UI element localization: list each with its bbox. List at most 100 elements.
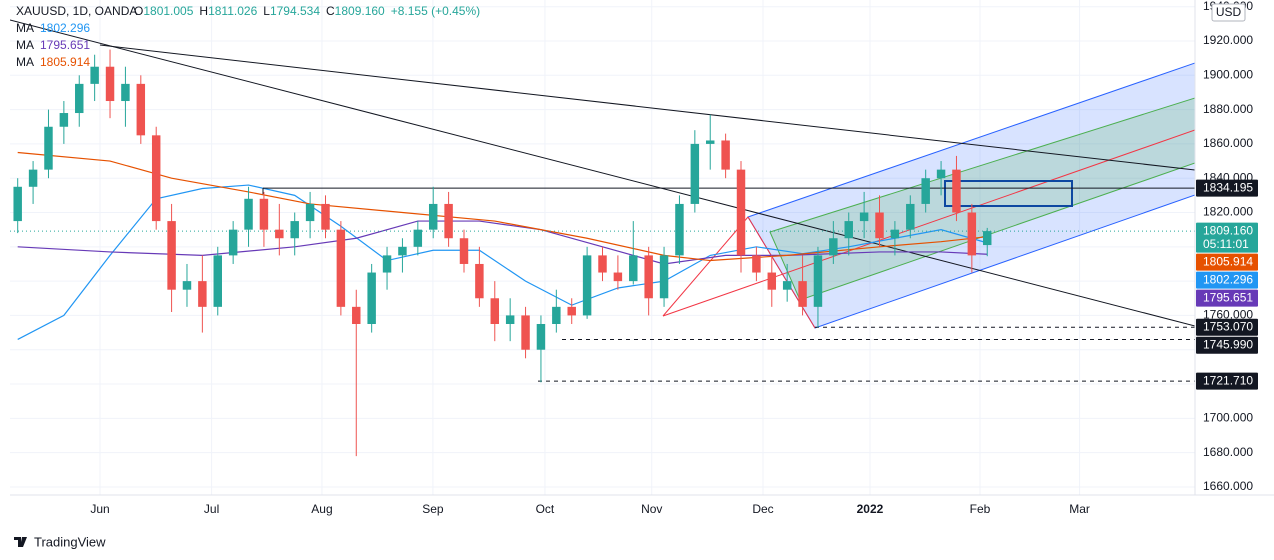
currency-box[interactable] (1211, 3, 1246, 22)
price-badge (1196, 336, 1258, 354)
candle-body (305, 203, 315, 222)
candle-body (813, 255, 823, 307)
candle-body (213, 255, 222, 307)
candle-body (444, 203, 453, 239)
candle-body (90, 66, 99, 84)
y-tick-label: 1820.000 (1203, 205, 1253, 219)
trendline (10, 19, 1195, 327)
price-badge (1196, 222, 1258, 253)
candle-body (151, 135, 161, 222)
symbol: XAUUSD, 1D, OANDA (16, 4, 137, 18)
candles-layer (13, 49, 992, 457)
y-tick-label: 1880.000 (1203, 102, 1253, 116)
y-tick-label: 1760.000 (1203, 308, 1253, 322)
candle-body (936, 169, 946, 179)
candle-body (382, 255, 392, 273)
rectangle (944, 180, 1073, 207)
candle-body (59, 113, 69, 127)
candle-body (629, 255, 638, 282)
candle-body (336, 229, 346, 307)
ohlc-value: 1794.534 (270, 4, 320, 18)
candle-body (767, 272, 777, 290)
x-tick-label: Jun (90, 502, 109, 516)
legend-value: 1805.914 (40, 55, 90, 69)
candle-body (598, 255, 607, 273)
candle-body (136, 83, 146, 136)
candle-body (28, 169, 38, 187)
axis-layer: 1660.0001680.0001700.0001720.0001740.000… (90, 0, 1258, 516)
y-tick-label: 1860.000 (1203, 136, 1253, 150)
x-tick-label: Sep (422, 502, 444, 516)
candle-body (75, 83, 84, 114)
pitchfork-inner (769, 97, 1195, 301)
legend-name: MA (16, 21, 34, 35)
candle-body (967, 212, 977, 256)
candle-body (983, 231, 992, 246)
candle-body (352, 306, 361, 324)
ohlc-value: 1801.005 (143, 4, 193, 18)
price-badge (1196, 253, 1258, 271)
candle-body (13, 186, 22, 222)
logo-mark (14, 537, 27, 547)
legend-value: 1802.296 (40, 21, 90, 35)
x-tick-label: Dec (752, 502, 773, 516)
ohlc-value: 1811.026 (208, 4, 257, 18)
ohlc-prefix: O (134, 4, 143, 18)
candle-body (705, 140, 715, 144)
candle-body (367, 272, 376, 324)
candle-body (582, 255, 592, 316)
ma-line (17, 151, 988, 262)
candle-body (244, 198, 253, 230)
legend-value: 1795.651 (40, 38, 90, 52)
candle-body (675, 203, 684, 256)
price-badge (1196, 289, 1258, 307)
price-badge (1196, 271, 1258, 289)
drawings (10, 19, 1195, 329)
candle-body (752, 255, 761, 273)
ma-line (17, 184, 988, 340)
x-tick-label: Mar (1069, 502, 1090, 516)
y-tick-label: 1920.000 (1203, 33, 1253, 47)
candle-body (798, 281, 807, 307)
x-tick-label: Oct (536, 502, 555, 516)
candle-body (459, 238, 469, 264)
candle-body (536, 323, 546, 350)
price-badge (1196, 318, 1258, 336)
legend-name: MA (16, 38, 34, 52)
countdown: 05:11:01 (1203, 237, 1249, 251)
footer: TradingView (34, 534, 106, 549)
candle-body (490, 298, 500, 324)
pitchfork-base (747, 216, 816, 329)
candle-body (875, 212, 884, 239)
candle-body (736, 169, 746, 256)
ohlc-prefix: C (326, 4, 335, 18)
pitchfork-handle (662, 216, 749, 317)
logo: TradingView (14, 534, 106, 549)
price-badge-label: 1802.296 (1203, 272, 1253, 286)
price-badge (1196, 179, 1258, 197)
candle-body (228, 229, 238, 256)
currency: USD (1216, 5, 1242, 19)
price-badge-label: 1809.160 (1203, 223, 1253, 237)
candle-body (428, 203, 438, 230)
legend-name: MA (16, 55, 34, 69)
price-badge (1196, 372, 1258, 390)
candle-body (290, 221, 299, 239)
price-badge-label: 1753.070 (1203, 319, 1253, 333)
x-tick-label: Aug (311, 502, 332, 516)
candle-body (121, 83, 130, 102)
price-badge-label: 1834.195 (1203, 180, 1253, 194)
candle-body (844, 221, 853, 239)
price-badge-label: 1745.990 (1203, 337, 1253, 351)
ohlc-prefix: L (263, 4, 270, 18)
candle-body (952, 169, 961, 213)
candle-body (475, 263, 484, 299)
candle-body (552, 306, 561, 324)
y-tick-label: 1900.000 (1203, 67, 1253, 81)
x-tick-label: Nov (641, 502, 662, 516)
candle-body (890, 229, 900, 239)
candle-body (690, 143, 700, 204)
price-badge-label: 1721.710 (1203, 373, 1253, 387)
